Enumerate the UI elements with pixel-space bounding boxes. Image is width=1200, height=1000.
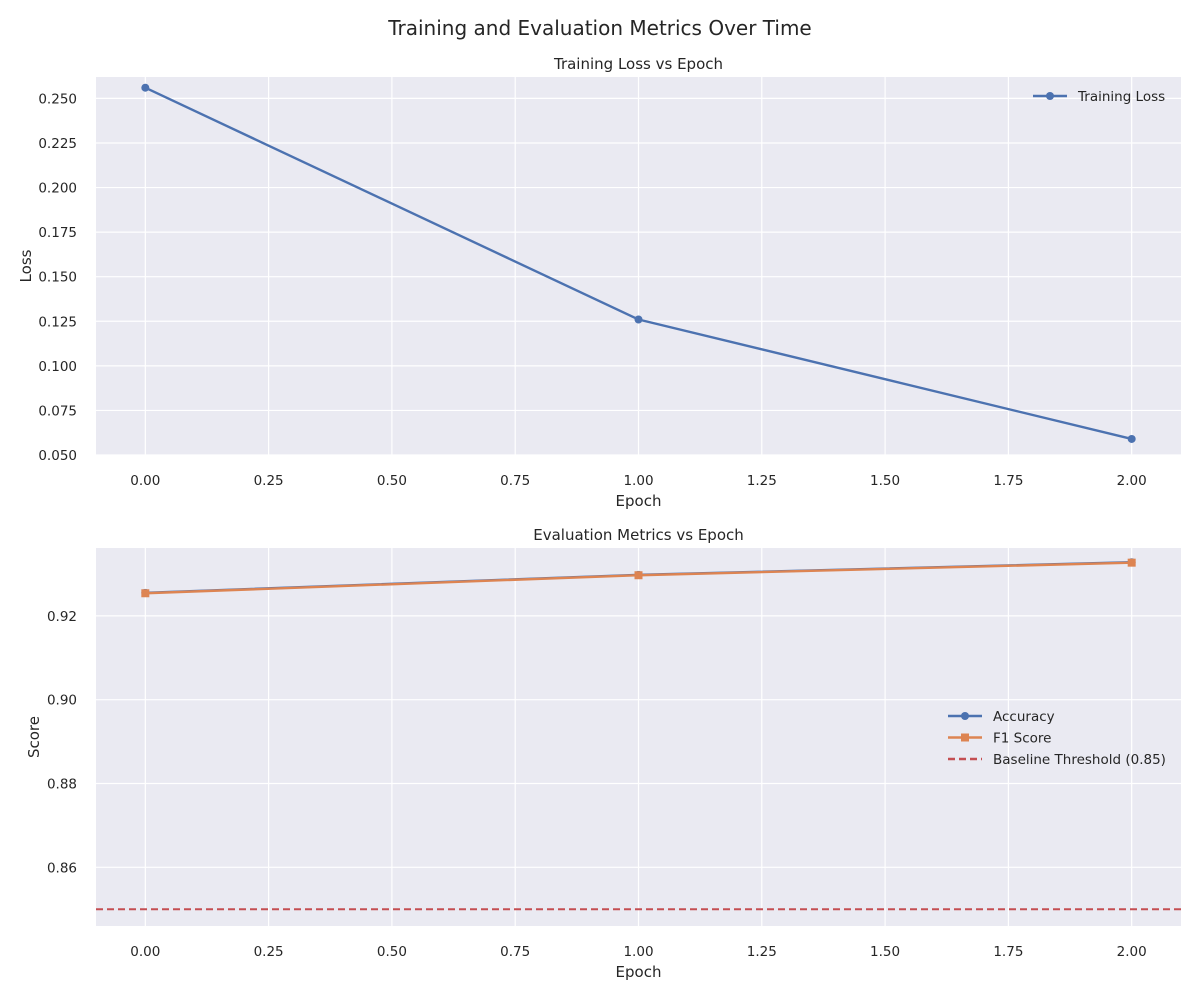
x-tick-label: 0.50 xyxy=(377,944,407,960)
f1-score-series xyxy=(141,558,1136,598)
x-axis-label: Epoch xyxy=(616,492,662,510)
x-tick-label: 1.75 xyxy=(993,473,1023,489)
x-tick-label: 1.75 xyxy=(993,944,1023,960)
y-tick-label: 0.125 xyxy=(38,314,77,330)
evaluation-metrics-chart: 0.00 0.25 0.50 0.75 1.00 1.25 1.50 1.75 2.00 0.86… xyxy=(25,526,1181,981)
x-tick-label: 1.50 xyxy=(870,944,900,960)
y-tick-label: 0.225 xyxy=(38,136,77,152)
y-tick-label: 0.100 xyxy=(38,359,77,375)
training-loss-series xyxy=(141,83,1136,443)
grid xyxy=(96,548,1181,926)
y-tick-label: 0.150 xyxy=(38,270,77,286)
y-axis-label: Score xyxy=(25,716,43,758)
x-tick-label: 0.50 xyxy=(377,473,407,489)
chart-title: Training Loss vs Epoch xyxy=(553,55,723,73)
y-axis-label: Loss xyxy=(17,249,35,282)
x-tick-label: 1.00 xyxy=(623,944,653,960)
y-tick-label: 0.86 xyxy=(47,860,77,876)
x-tick-label: 1.25 xyxy=(747,944,777,960)
legend-label: Training Loss xyxy=(1077,89,1165,105)
grid xyxy=(96,77,1181,456)
x-axis-label: Epoch xyxy=(616,963,662,981)
training-loss-point xyxy=(141,83,150,92)
legend-label: Accuracy xyxy=(993,709,1055,725)
x-tick-label: 1.00 xyxy=(623,473,653,489)
legend-marker xyxy=(1046,92,1054,100)
y-tick-label: 0.250 xyxy=(38,91,77,107)
x-tick-label: 0.75 xyxy=(500,944,530,960)
x-tick-label: 1.25 xyxy=(747,473,777,489)
x-tick-label: 2.00 xyxy=(1117,944,1147,960)
training-loss-point xyxy=(1127,434,1136,443)
x-tick-label: 0.00 xyxy=(130,944,160,960)
y-tick-label: 0.200 xyxy=(38,181,77,197)
f1-score-point xyxy=(634,571,643,580)
legend: Accuracy F1 Score Baseline Threshold (0.85… xyxy=(948,709,1166,768)
x-tick-label: 0.25 xyxy=(254,944,284,960)
y-tick-label: 0.050 xyxy=(38,448,77,464)
y-tick-label: 0.075 xyxy=(38,403,77,419)
training-loss-point xyxy=(634,315,643,324)
figure-title: Training and Evaluation Metrics Over Tim… xyxy=(387,16,812,40)
legend: Training Loss xyxy=(1033,89,1165,105)
legend-marker xyxy=(961,712,969,720)
f1-score-point xyxy=(141,589,150,598)
y-tick-label: 0.90 xyxy=(47,693,77,709)
training-loss-chart: 0.00 0.25 0.50 0.75 1.00 1.25 1.50 1.75 2.00 0.05… xyxy=(17,55,1181,510)
y-tick-label: 0.92 xyxy=(47,609,77,625)
x-tick-label: 0.00 xyxy=(130,473,160,489)
y-tick-label: 0.175 xyxy=(38,225,77,241)
y-tick-label: 0.88 xyxy=(47,777,77,793)
chart-title: Evaluation Metrics vs Epoch xyxy=(533,526,744,544)
legend-label: F1 Score xyxy=(993,731,1051,747)
x-tick-label: 1.50 xyxy=(870,473,900,489)
x-tick-label: 0.25 xyxy=(254,473,284,489)
x-tick-label: 2.00 xyxy=(1117,473,1147,489)
legend-marker xyxy=(961,733,969,742)
legend-label: Baseline Threshold (0.85) xyxy=(993,752,1166,768)
x-tick-label: 0.75 xyxy=(500,473,530,489)
f1-score-point xyxy=(1127,558,1136,567)
